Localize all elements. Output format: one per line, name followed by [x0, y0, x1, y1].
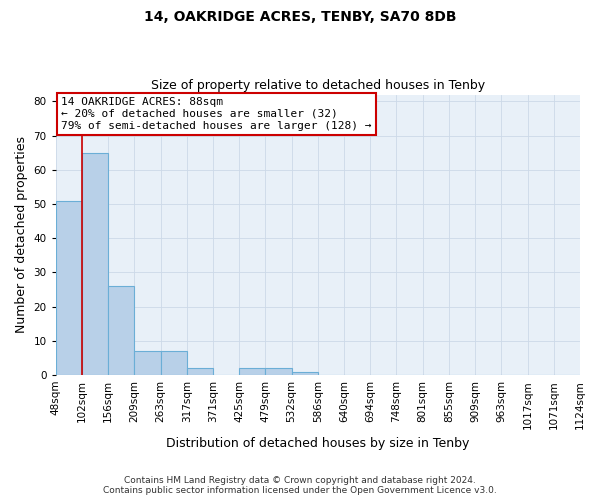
Bar [82, 152, 108, 375]
Text: 14 OAKRIDGE ACRES: 88sqm
← 20% of detached houses are smaller (32)
79% of semi-d: 14 OAKRIDGE ACRES: 88sqm ← 20% of detach… [61, 98, 371, 130]
Text: Contains HM Land Registry data © Crown copyright and database right 2024.
Contai: Contains HM Land Registry data © Crown c… [103, 476, 497, 495]
Bar [187, 368, 213, 375]
Bar [239, 368, 265, 375]
Text: 14, OAKRIDGE ACRES, TENBY, SA70 8DB: 14, OAKRIDGE ACRES, TENBY, SA70 8DB [144, 10, 456, 24]
Title: Size of property relative to detached houses in Tenby: Size of property relative to detached ho… [151, 79, 485, 92]
Bar [292, 372, 318, 375]
Bar [56, 200, 82, 375]
Y-axis label: Number of detached properties: Number of detached properties [15, 136, 28, 334]
Bar [108, 286, 134, 375]
X-axis label: Distribution of detached houses by size in Tenby: Distribution of detached houses by size … [166, 437, 470, 450]
Bar [161, 351, 187, 375]
Bar [265, 368, 292, 375]
Bar [134, 351, 161, 375]
